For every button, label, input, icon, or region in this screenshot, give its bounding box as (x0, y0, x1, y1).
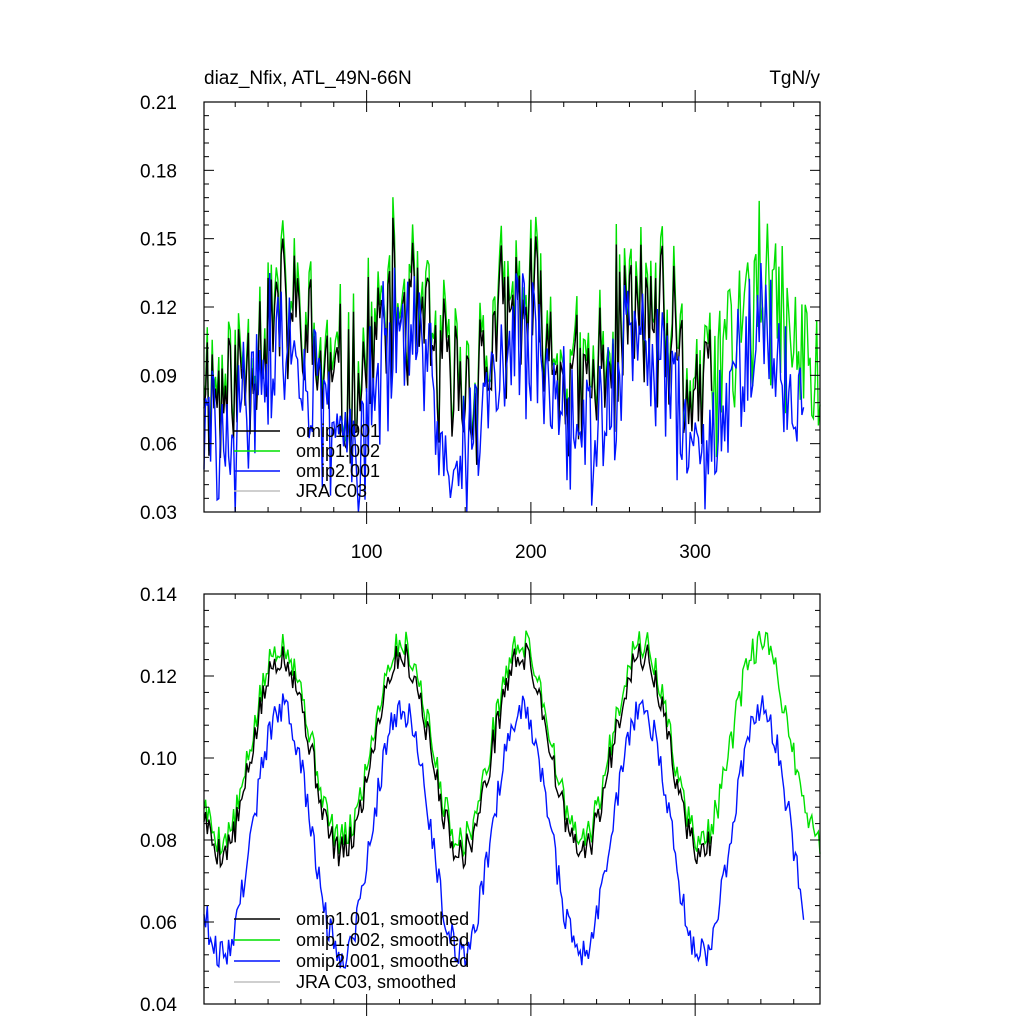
y-tick-label: 0.21 (140, 93, 177, 114)
y-tick-label: 0.18 (140, 161, 177, 182)
legend-label-omip1-001-smoothed: omip1.001, smoothed (296, 909, 469, 929)
y-tick-label: 0.12 (140, 298, 177, 319)
bottom-legend: omip1.001, smoothed omip1.002, smoothed … (234, 909, 469, 992)
bottom-panel: 0.04 0.06 0.08 0.10 0.12 0.14 omip1.001, smoo… (140, 582, 821, 1016)
legend-label-omip1-002-smoothed: omip1.002, smoothed (296, 930, 469, 950)
y-tick-label: 0.03 (140, 503, 177, 524)
y-tick-label: 0.09 (140, 366, 177, 387)
top-y-axis: 0.03 0.06 0.09 0.12 0.15 0.18 0.21 (140, 93, 820, 524)
series-line-omip1-001 (203, 217, 713, 465)
top-x-axis: 100 200 300 (234, 90, 795, 563)
y-tick-label: 0.06 (140, 913, 177, 934)
y-tick-label: 0.10 (140, 749, 177, 770)
legend-label-jra-c03-smoothed: JRA C03, smoothed (296, 972, 456, 992)
x-tick-label: 100 (351, 542, 383, 563)
series-line-omip1-002 (203, 197, 821, 462)
series-line-omip2-001 (203, 262, 805, 513)
y-tick-label: 0.15 (140, 230, 177, 251)
legend-label-omip1-001: omip1.001 (296, 421, 380, 441)
y-tick-label: 0.12 (140, 667, 177, 688)
x-tick-label: 300 (679, 542, 711, 563)
y-tick-label: 0.06 (140, 435, 177, 456)
x-tick-label: 200 (515, 542, 547, 563)
bottom-x-axis (234, 582, 795, 1016)
y-tick-label: 0.04 (140, 995, 177, 1016)
legend-label-jra-c03: JRA C03 (296, 481, 367, 501)
top-legend: omip1.001 omip1.002 omip2.001 JRA C03 (234, 421, 380, 501)
legend-label-omip1-002: omip1.002 (296, 441, 380, 461)
top-panel: diaz_Nfix, ATL_49N-66N TgN/y 0.030.060.0… (140, 68, 821, 563)
top-title-right: TgN/y (769, 68, 820, 89)
bottom-y-axis: 0.04 0.06 0.08 0.10 0.12 0.14 (140, 585, 820, 1016)
series-line-omip1-002-smoothed (203, 630, 821, 858)
top-series-group (203, 197, 821, 513)
legend-label-omip2-001: omip2.001 (296, 461, 380, 481)
y-tick-label: 0.14 (140, 585, 177, 606)
bottom-series-group (203, 630, 821, 969)
series-line-omip2-001-smoothed (203, 693, 805, 969)
bottom-plot-frame (203, 593, 821, 1005)
legend-label-omip2-001-smoothed: omip2.001, smoothed (296, 951, 469, 971)
y-tick-label: 0.08 (140, 831, 177, 852)
top-title-left: diaz_Nfix, ATL_49N-66N (204, 68, 412, 89)
series-line-omip1-001-smoothed (203, 642, 713, 870)
top-plot-frame (203, 101, 821, 513)
